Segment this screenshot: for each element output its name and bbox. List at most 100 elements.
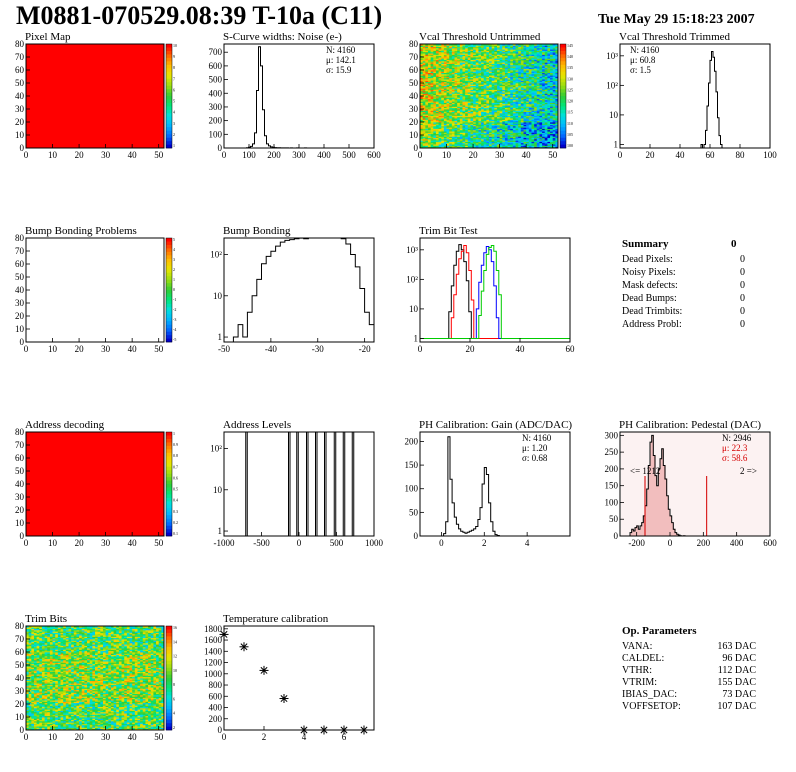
heatmap-cell (451, 142, 455, 145)
heatmap-cell (526, 46, 530, 49)
colorbar-segment (166, 321, 172, 325)
heatmap-cell (483, 45, 487, 47)
heatmap-cell (547, 144, 551, 146)
heatmap-cell (441, 114, 445, 116)
heatmap-cell (520, 145, 524, 148)
heatmap-cell (420, 122, 424, 124)
heatmap-cell (457, 122, 461, 124)
heatmap-cell (518, 133, 522, 136)
heatmap-cell (462, 109, 466, 111)
heatmap-cell (470, 103, 474, 106)
heatmap-cell (454, 109, 458, 111)
heatmap-cell (451, 57, 455, 59)
x-tick-label: 0 (222, 150, 227, 160)
heatmap-cell (435, 90, 439, 93)
heatmap-cell (489, 142, 493, 145)
heatmap-cell (124, 724, 128, 727)
heatmap-cell (462, 96, 466, 98)
heatmap-cell (536, 60, 540, 63)
heatmap-cell (528, 97, 532, 99)
heatmap-cell (457, 85, 461, 88)
heatmap-cell (547, 107, 551, 110)
heatmap-cell (531, 62, 535, 64)
heatmap-cell (526, 115, 530, 118)
heatmap-cell (523, 73, 527, 76)
heatmap-cell (483, 53, 487, 55)
heatmap-cell (65, 727, 69, 730)
y-tick-label: 10² (606, 80, 618, 90)
heatmap-cell (518, 138, 522, 141)
heatmap-cell-block (26, 432, 164, 536)
heatmap-cell (494, 45, 498, 47)
heatmap-cell (454, 53, 458, 55)
heatmap-cell (483, 132, 487, 135)
colorbar-segment (166, 71, 172, 76)
heatmap-cell (552, 127, 556, 129)
colorbar-segment (166, 279, 172, 284)
heatmap-cell (542, 66, 546, 68)
heatmap-cell (550, 88, 554, 90)
heatmap-cell (512, 146, 516, 148)
heatmap-cell (531, 132, 535, 135)
heatmap-cell (555, 135, 558, 137)
heatmap-cell (420, 59, 424, 62)
heatmap-cell (486, 109, 490, 111)
heatmap-cell (438, 63, 442, 66)
plot-area (26, 44, 164, 148)
heatmap-cell (552, 106, 556, 109)
heatmap-cell (459, 70, 463, 72)
heatmap-cell (512, 145, 516, 148)
heatmap-cell (550, 89, 554, 92)
colorbar-segment (166, 47, 172, 52)
heatmap-cell (536, 99, 540, 102)
heatmap-cell (494, 57, 498, 59)
heatmap-cell (555, 96, 558, 98)
heatmap-cell (526, 119, 530, 122)
heatmap-cell (499, 146, 503, 148)
heatmap-cell (438, 115, 442, 118)
heatmap-cell (542, 136, 546, 138)
heatmap-cell (449, 145, 453, 148)
heatmap-cell (425, 118, 429, 120)
colorbar-segment (560, 99, 566, 104)
heatmap-cell (486, 106, 490, 109)
heatmap-cell (457, 141, 461, 144)
heatmap-cell (441, 119, 445, 122)
heatmap-cell (446, 76, 450, 79)
heatmap-cell (475, 118, 479, 120)
heatmap-cell (555, 125, 558, 128)
heatmap-cell (555, 89, 558, 92)
heatmap-cell (489, 119, 493, 122)
heatmap-cell (481, 89, 485, 92)
heatmap-cell (55, 724, 59, 727)
heatmap-cell (507, 114, 511, 116)
heatmap-cell (555, 112, 558, 115)
heatmap-cell (113, 727, 117, 730)
heatmap-cell (422, 47, 426, 50)
heatmap-cell (510, 79, 514, 81)
heatmap-cell (518, 115, 522, 118)
heatmap-cell (515, 103, 519, 106)
colorbar-segment (560, 89, 566, 93)
heatmap-cell (449, 116, 453, 119)
heatmap-cell (44, 724, 48, 727)
heatmap-cell (57, 724, 61, 727)
heatmap-cell (483, 101, 487, 103)
heatmap-cell (523, 111, 527, 114)
heatmap-cell (486, 124, 490, 127)
heatmap-cell (142, 724, 146, 727)
heatmap-cell (446, 50, 450, 53)
heatmap-cell (449, 123, 453, 125)
heatmap-cell (443, 63, 447, 66)
heatmap-cell (486, 47, 490, 50)
heatmap-cell (422, 107, 426, 110)
heatmap-cell (496, 131, 501, 133)
heatmap-cell (478, 129, 482, 132)
heatmap-cell (550, 66, 554, 68)
y-tick-label: 20 (15, 117, 25, 127)
heatmap-cell (465, 88, 469, 90)
heatmap-cell (507, 86, 511, 89)
heatmap-cell (507, 118, 511, 120)
heatmap-cell (422, 70, 426, 72)
heatmap-cell (481, 60, 485, 63)
